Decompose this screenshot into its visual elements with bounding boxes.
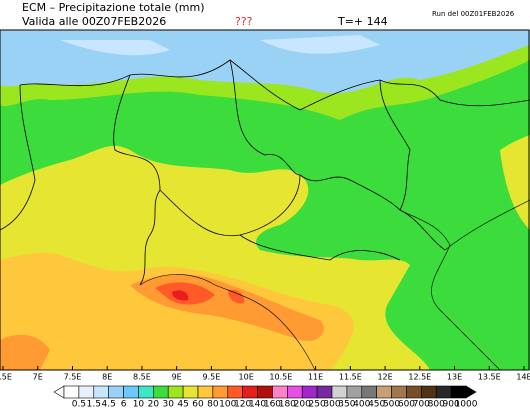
color-box: [63, 385, 80, 399]
title: ECM – Precipitazione totale (mm): [22, 1, 205, 14]
x-tick-label: 11.5E: [339, 373, 362, 382]
x-tick-label: 10E: [239, 373, 254, 382]
x-tick-label: 12.5E: [408, 373, 431, 382]
colorbar-label: 450: [368, 400, 385, 409]
color-box: [93, 385, 109, 399]
color-box: [391, 385, 407, 399]
colorbar-label: 160: [264, 400, 281, 409]
colorbar-label: 80: [207, 400, 219, 409]
colorbar-label: 180: [279, 400, 296, 409]
x-tick-label: 8E: [102, 373, 112, 382]
precip-field: [0, 30, 530, 370]
x-tick-label: 7E: [33, 373, 43, 382]
colorbar-label: 1.5: [87, 400, 101, 409]
color-box: [376, 385, 392, 399]
color-box: [167, 385, 184, 399]
colorbar-label: 100: [219, 400, 236, 409]
color-box: [361, 385, 377, 399]
colorbar-label: 120: [234, 400, 251, 409]
colorbar-label: 140: [249, 400, 266, 409]
x-tick-label: 9.5E: [203, 373, 221, 382]
x-tick-label: 12E: [377, 373, 392, 382]
color-box: [272, 385, 288, 399]
x-tick-label: 13.5E: [478, 373, 501, 382]
colorbar-label: 400: [353, 400, 370, 409]
x-tick-label: 7.5E: [64, 373, 82, 382]
x-tick-label: 14E: [516, 373, 530, 382]
color-box: [108, 385, 124, 399]
color-box: [242, 385, 258, 399]
x-tick-label: 11E: [308, 373, 323, 382]
colorbar-label: 700: [413, 400, 430, 409]
colorbar-label: 200: [294, 400, 311, 409]
color-box: [78, 385, 95, 399]
color-box: [421, 385, 437, 399]
color-box: [257, 385, 273, 399]
colorbar-label: 45: [177, 400, 188, 409]
colorbar-arrow-left: [53, 385, 65, 399]
valid-time: Valida alle 00Z07FEB2026: [22, 15, 166, 28]
color-box: [331, 385, 348, 399]
color-box: [153, 385, 169, 399]
color-box: [123, 385, 139, 399]
color-box: [287, 385, 303, 399]
forecast-step: T=+ 144: [337, 15, 388, 28]
colorbar-label: 1000: [455, 400, 478, 409]
run-time: Run del 00Z01FEB2026: [432, 10, 515, 18]
colorbar-label: 60: [192, 400, 204, 409]
colorbar-label: 900: [443, 400, 460, 409]
color-box: [435, 385, 452, 399]
color-box: [212, 385, 229, 399]
colorbar-label: 10: [133, 400, 145, 409]
colorbar-label: 250: [309, 400, 326, 409]
colorbar-label: 6: [121, 400, 127, 409]
color-box: [227, 385, 243, 399]
x-tick-label: 9E: [172, 373, 182, 382]
colorbar-label: 600: [398, 400, 415, 409]
colorbar-arrow-right: [465, 385, 477, 399]
x-tick-label: 13E: [447, 373, 462, 382]
x-tick-label: 6.5E: [0, 373, 12, 382]
colorbar-label: 20: [148, 400, 160, 409]
colorbar-label: 300: [323, 400, 340, 409]
warning: ???: [235, 15, 253, 28]
colorbar-label: 0.5: [72, 400, 86, 409]
color-box: [301, 385, 318, 399]
colorbar-label: 500: [383, 400, 400, 409]
color-box: [182, 385, 199, 399]
color-box: [406, 385, 422, 399]
color-box: [197, 385, 214, 399]
colorbar-label: 30: [162, 400, 174, 409]
colorbar-label: 350: [338, 400, 355, 409]
color-box: [316, 385, 333, 399]
color-box: [450, 385, 467, 399]
map-frame: [0, 29, 530, 371]
colorbar-label: 4.5: [102, 400, 116, 409]
x-tick-label: 8.5E: [133, 373, 151, 382]
x-tick-label: 10.5E: [269, 373, 292, 382]
color-box: [346, 385, 363, 399]
color-box: [138, 385, 154, 399]
colorbar-label: 800: [428, 400, 445, 409]
borders: [0, 59, 530, 371]
